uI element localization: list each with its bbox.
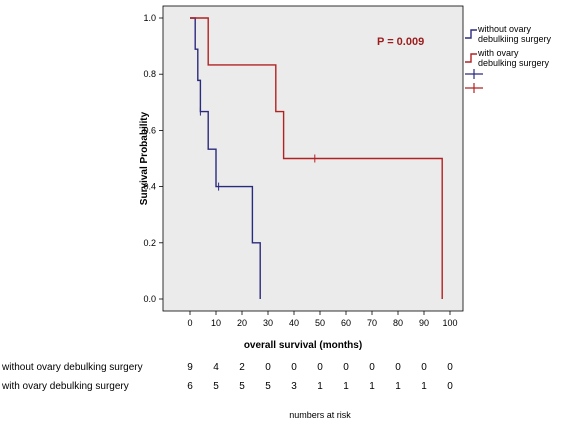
risk-value: 1 bbox=[317, 381, 323, 392]
risk-value: 0 bbox=[395, 362, 401, 373]
y-tick-label: 0.6 bbox=[143, 125, 156, 135]
risk-value: 0 bbox=[291, 362, 297, 373]
risk-value: 1 bbox=[343, 381, 349, 392]
y-tick-label: 0.2 bbox=[143, 238, 156, 248]
risk-value: 0 bbox=[421, 362, 427, 373]
legend-label-1-cont: debulkiing surgery bbox=[478, 34, 552, 44]
risk-table-caption: numbers at risk bbox=[289, 410, 351, 420]
risk-value: 1 bbox=[421, 381, 427, 392]
y-tick-label: 0.4 bbox=[143, 182, 156, 192]
x-tick-label: 50 bbox=[315, 318, 325, 328]
y-axis-title: Survival Probability bbox=[139, 111, 150, 205]
series-line-1 bbox=[190, 17, 261, 299]
risk-value: 5 bbox=[239, 381, 245, 392]
legend-swatch-1 bbox=[465, 29, 477, 39]
x-tick-label: 30 bbox=[263, 318, 273, 328]
risk-value: 9 bbox=[187, 362, 193, 373]
x-tick-label: 100 bbox=[442, 318, 457, 328]
x-tick-label: 10 bbox=[211, 318, 221, 328]
risk-row-label: without ovary debulking surgery bbox=[1, 362, 143, 373]
risk-value: 0 bbox=[447, 381, 453, 392]
risk-value: 2 bbox=[239, 362, 245, 373]
x-tick-label: 70 bbox=[367, 318, 377, 328]
risk-value: 0 bbox=[317, 362, 323, 373]
risk-value: 4 bbox=[213, 362, 219, 373]
risk-value: 0 bbox=[265, 362, 271, 373]
risk-row-label: with ovary debulking surgery bbox=[1, 381, 129, 392]
risk-value: 0 bbox=[369, 362, 375, 373]
x-axis-title: overall survival (months) bbox=[244, 340, 362, 351]
legend-label-1: without ovary bbox=[477, 24, 532, 34]
x-tick-label: 0 bbox=[187, 318, 192, 328]
risk-value: 5 bbox=[213, 381, 219, 392]
x-tick-label: 60 bbox=[341, 318, 351, 328]
y-tick-label: 0.0 bbox=[143, 294, 156, 304]
risk-value: 0 bbox=[343, 362, 349, 373]
series-line-2 bbox=[190, 17, 443, 299]
x-tick-label: 40 bbox=[289, 318, 299, 328]
legend-label-2-cont: debulking surgery bbox=[478, 58, 550, 68]
legend-label-2: with ovary bbox=[477, 48, 519, 58]
x-tick-label: 20 bbox=[237, 318, 247, 328]
risk-value: 0 bbox=[447, 362, 453, 373]
risk-value: 1 bbox=[395, 381, 401, 392]
y-tick-label: 1.0 bbox=[143, 13, 156, 23]
p-value-annotation: P = 0.009 bbox=[377, 36, 424, 48]
x-tick-label: 80 bbox=[393, 318, 403, 328]
y-tick-label: 0.8 bbox=[143, 69, 156, 79]
risk-value: 1 bbox=[369, 381, 375, 392]
legend-swatch-2 bbox=[465, 53, 477, 63]
risk-value: 3 bbox=[291, 381, 297, 392]
risk-value: 5 bbox=[265, 381, 271, 392]
risk-value: 6 bbox=[187, 381, 193, 392]
x-tick-label: 90 bbox=[419, 318, 429, 328]
